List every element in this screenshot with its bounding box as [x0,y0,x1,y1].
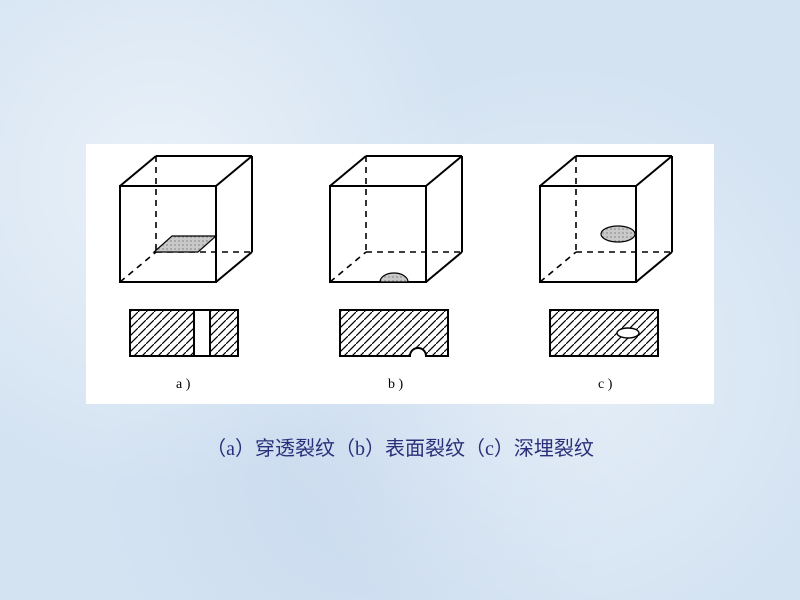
subfigure-label-c: c ) [598,377,613,392]
subfigure-b: b ) [330,156,462,392]
subfigure-c: c ) [540,156,672,392]
subfigure-label-a: a ) [176,377,191,392]
diagram-svg: a ) b ) c ) [86,144,714,404]
figure-panel: a ) b ) c ) [86,144,714,404]
subfigure-a: a ) [120,156,252,392]
figure-caption: （a）穿透裂纹（b）表面裂纹（c）深埋裂纹 [0,432,800,461]
subfigure-label-b: b ) [388,377,404,392]
caption-text: （a）穿透裂纹（b）表面裂纹（c）深埋裂纹 [206,438,594,460]
